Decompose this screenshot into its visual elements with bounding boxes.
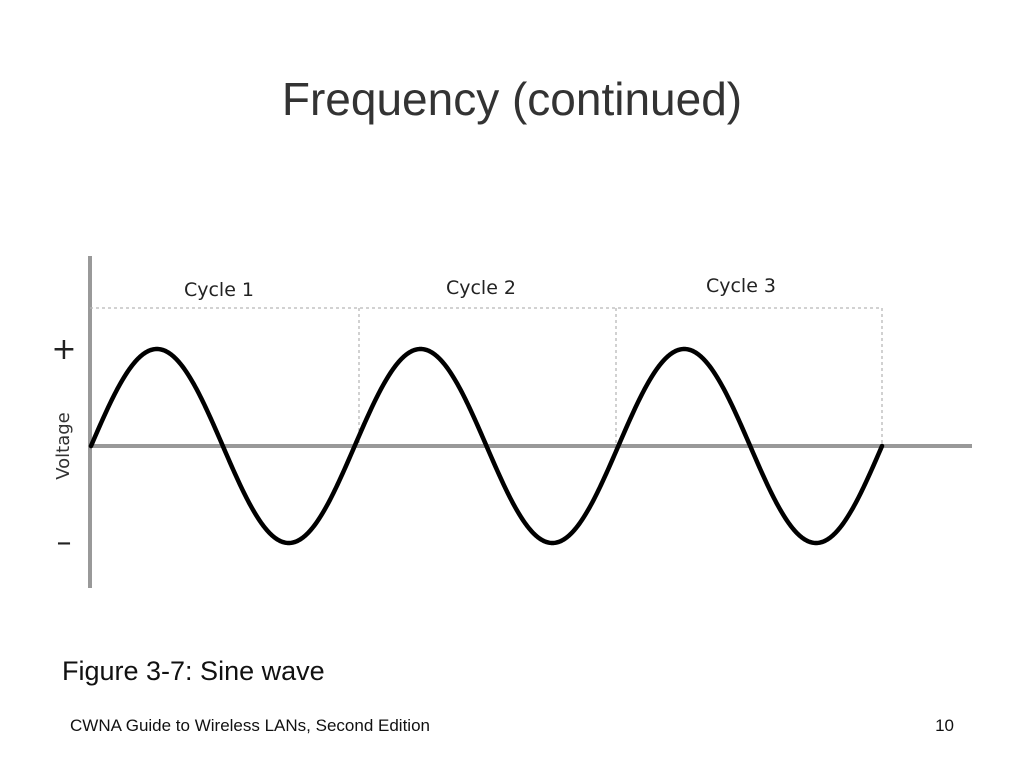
cycle-label-1: Cycle 1	[184, 279, 254, 301]
cycle-label-2: Cycle 2	[446, 277, 516, 299]
figure-caption: Figure 3-7: Sine wave	[62, 656, 325, 686]
cycle-label-3: Cycle 3	[706, 275, 776, 297]
footer-text: CWNA Guide to Wireless LANs, Second Edit…	[70, 716, 430, 735]
plus-label: +	[51, 332, 76, 367]
voltage-axis-label: Voltage	[53, 412, 74, 480]
slide-title: Frequency (continued)	[281, 73, 743, 125]
sine-wave-diagram: Cycle 1 Cycle 2 Cycle 3 + – Voltage	[51, 256, 972, 588]
sine-wave	[88, 346, 885, 546]
page-number: 10	[935, 716, 954, 735]
minus-label: –	[57, 525, 72, 560]
